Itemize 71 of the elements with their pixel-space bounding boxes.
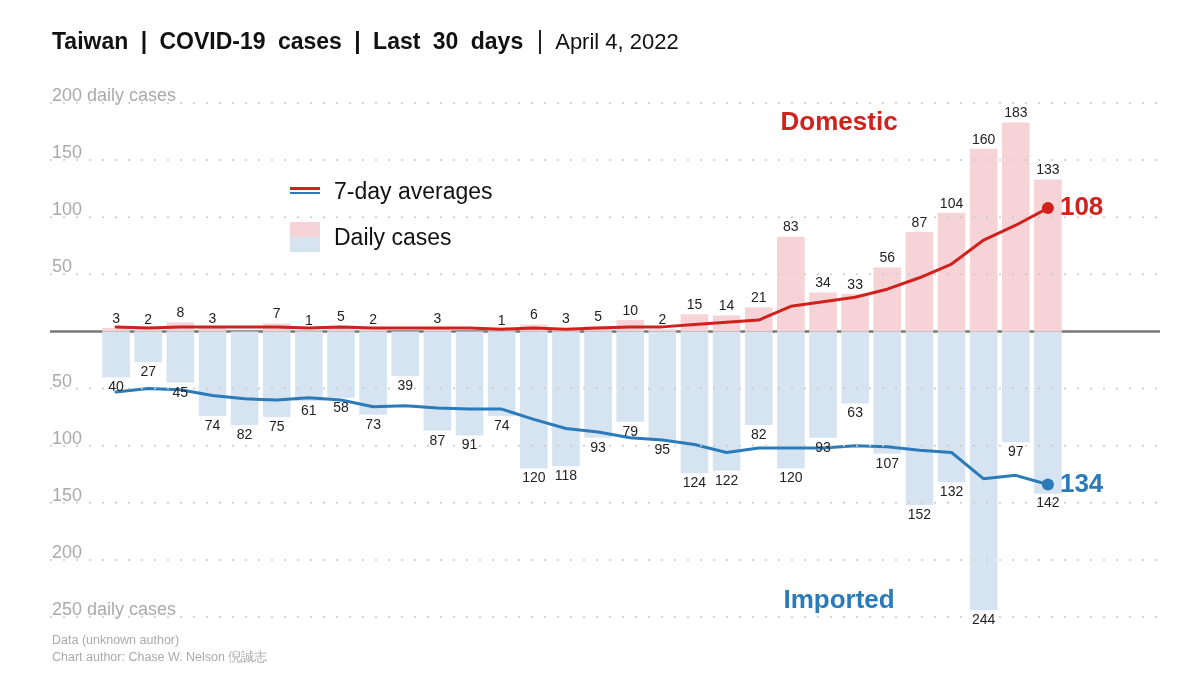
data-label: 58: [333, 398, 349, 415]
data-label: 33: [847, 275, 864, 292]
data-label: 87: [911, 213, 928, 230]
data-label: 34: [815, 274, 831, 291]
data-label: 132: [939, 483, 964, 500]
data-label: 104: [939, 194, 964, 211]
text: Chart author: Chase W. Nelson 倪誠志: [52, 650, 268, 664]
data-label: 3: [112, 309, 121, 326]
data-label: 27: [140, 363, 157, 380]
y2-tick-label: 200: [52, 541, 83, 562]
data-label: 8: [176, 304, 185, 321]
data-label: 82: [750, 425, 767, 442]
data-label: 91: [461, 436, 478, 453]
data-label: 95: [654, 440, 671, 457]
y-tick-label: 200 daily cases: [52, 84, 177, 105]
data-label: 120: [522, 469, 546, 486]
data-label: 82: [236, 425, 253, 442]
data-label: 15: [686, 296, 703, 313]
text: Data (unknown author): [52, 633, 180, 647]
data-label: 79: [622, 422, 639, 439]
data-label: 21: [750, 289, 767, 306]
chart-subtitle: April 4, 2022: [555, 28, 679, 55]
data-label: 134: [1059, 467, 1104, 498]
data-label: 74: [204, 416, 221, 433]
data-label: 5: [594, 307, 603, 324]
data-label: 7: [272, 305, 281, 322]
data-label: 120: [779, 469, 803, 486]
data-label: 93: [590, 438, 607, 455]
annotation: Daily cases: [334, 223, 452, 251]
data-label: 39: [397, 376, 414, 393]
data-label: 108: [1059, 191, 1104, 222]
data-label: 56: [879, 249, 896, 266]
data-label: 2: [144, 311, 153, 328]
data-label: 152: [907, 505, 932, 522]
data-label: 3: [208, 309, 217, 326]
data-label: 97: [1008, 443, 1024, 460]
data-label: 87: [429, 431, 446, 448]
data-label: 2: [658, 311, 667, 328]
data-label: 73: [365, 415, 382, 432]
text: Domestic: [780, 106, 898, 137]
data-label: 133: [1036, 161, 1060, 178]
data-label: 244: [971, 611, 996, 628]
data-label: 3: [433, 309, 442, 326]
data-label: 6: [529, 306, 538, 323]
annotation: 7-day averages: [334, 177, 493, 205]
data-label: 183: [1004, 104, 1028, 121]
data-label: 124: [682, 473, 707, 490]
data-label: 2: [369, 311, 378, 328]
data-label: 1: [497, 312, 506, 329]
data-label: 160: [971, 130, 996, 147]
data-label: 142: [1036, 494, 1060, 511]
data-label: 1: [304, 312, 313, 329]
data-label: 5: [337, 307, 346, 324]
data-label: 83: [783, 218, 799, 235]
chart-title: Taiwan | COVID-19 cases | Last 30 days: [52, 28, 524, 55]
data-label: 10: [622, 301, 639, 318]
text: Imported: [783, 584, 895, 615]
data-label: 107: [875, 454, 900, 471]
data-label: 40: [108, 377, 125, 394]
y-tick-label: 100: [52, 199, 83, 220]
data-label: 74: [493, 416, 510, 433]
data-label: 75: [268, 417, 285, 434]
y-tick-label: 150: [52, 142, 83, 163]
y-tick-label: 50: [52, 256, 73, 277]
data-label: 14: [718, 297, 735, 314]
data-label: 63: [847, 404, 864, 421]
data-label: 118: [554, 467, 578, 484]
y2-tick-label: 250 daily cases: [52, 598, 177, 619]
data-label: 122: [714, 471, 739, 488]
data-label: 3: [562, 309, 571, 326]
data-label: 61: [301, 401, 317, 418]
